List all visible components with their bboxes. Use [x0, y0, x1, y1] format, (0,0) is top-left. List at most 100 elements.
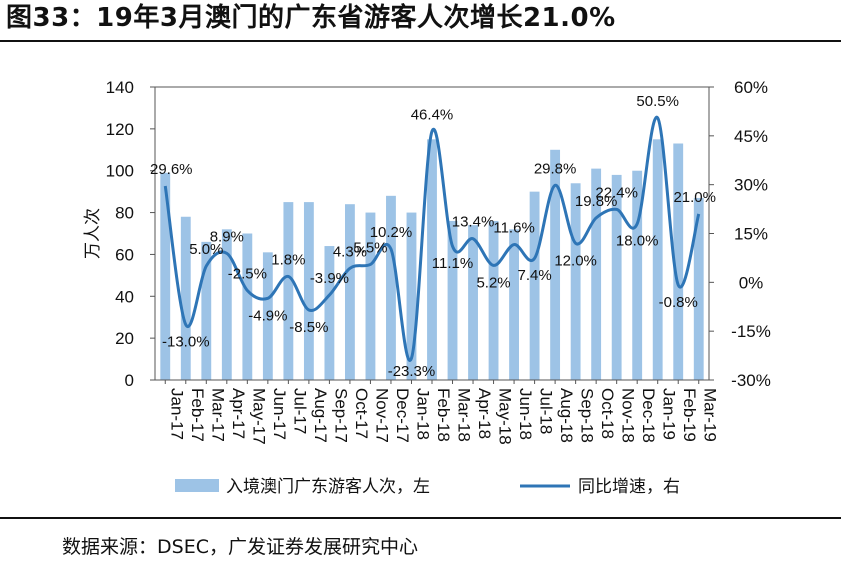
x-tick-label: Jul-18 [537, 388, 556, 434]
data-label-Nov-18: 22.4% [595, 184, 638, 201]
x-tick-label: Jul-17 [290, 388, 309, 434]
data-label-Jan-19: 50.5% [636, 93, 679, 110]
x-tick-label: May-18 [496, 388, 515, 445]
top-rule [0, 40, 841, 42]
x-tick-label: Jan-18 [413, 388, 432, 440]
right-tick-label: -15% [731, 322, 771, 341]
x-tick-label: Feb-18 [434, 388, 453, 442]
legend-bar-swatch [175, 479, 219, 492]
data-label-Jul-18: 7.4% [517, 267, 551, 284]
x-tick-label: Oct-18 [598, 388, 617, 439]
data-label-Jun-17: -4.9% [248, 307, 287, 324]
bar-Oct-17 [345, 204, 355, 380]
right-tick-label: -30% [731, 371, 771, 390]
left-tick-label: 140 [106, 78, 134, 97]
line-series [163, 116, 701, 362]
data-label-Dec-17: 10.2% [370, 224, 413, 241]
legend: 入境澳门广东游客人次，左 同比增速，右 [175, 477, 680, 497]
bar-Feb-18 [427, 139, 437, 380]
bar-Jul-18 [529, 191, 540, 380]
x-tick-label: May-17 [249, 388, 268, 445]
x-tick-label: Nov-18 [619, 388, 638, 443]
bar-series [160, 139, 704, 380]
data-label-Sep-17: -3.9% [310, 270, 349, 287]
data-label-Mar-19: 21.0% [673, 189, 716, 206]
data-label-Feb-17: -13.0% [162, 334, 210, 351]
source-note: 数据来源：DSEC，广发证券发展研究中心 [62, 536, 418, 558]
bar-Aug-18 [550, 149, 561, 380]
bar-Nov-18 [611, 174, 622, 380]
right-tick-label: 15% [734, 225, 768, 244]
legend-bar-label: 入境澳门广东游客人次，左 [226, 477, 430, 497]
growth-line [163, 116, 701, 362]
bar-Jul-17 [283, 202, 294, 380]
left-tick-label: 20 [115, 329, 134, 348]
x-tick-label: Jan-19 [660, 388, 679, 440]
data-label-Jul-17: 1.8% [271, 251, 305, 268]
x-tick-label: Mar-18 [455, 388, 474, 442]
x-tick-label: Dec-18 [639, 388, 658, 443]
bar-May-18 [488, 220, 499, 380]
x-tick-label: Aug-18 [557, 388, 576, 443]
bar-Jun-17 [262, 252, 273, 380]
data-label-Feb-18: 46.4% [411, 106, 454, 123]
data-label-Apr-18: 13.4% [452, 214, 495, 231]
bar-Jan-17 [160, 172, 171, 380]
bar-May-17 [242, 233, 253, 380]
bar-Oct-18 [591, 168, 602, 380]
x-tick-label: Apr-17 [229, 388, 248, 439]
bar-Sep-18 [570, 183, 581, 380]
data-label-Jan-17: 29.6% [150, 161, 193, 178]
data-label-Jun-18: 11.6% [493, 220, 534, 237]
bar-Jan-18 [406, 212, 417, 380]
data-label-Sep-18: 12.0% [554, 252, 597, 269]
bottom-rule [0, 517, 841, 519]
data-label-Jan-18: -23.3% [388, 363, 436, 380]
bar-Mar-19 [693, 197, 704, 380]
bar-Jan-19 [652, 139, 663, 380]
x-tick-label: Sep-18 [578, 388, 597, 443]
data-label-Aug-17: -8.5% [289, 319, 328, 336]
bar-Dec-17 [386, 195, 396, 380]
data-label-Nov-17: 5.5% [353, 239, 387, 256]
bar-Feb-19 [673, 143, 684, 380]
data-label-Apr-17: 8.9% [210, 228, 244, 245]
x-tick-label: Aug-17 [311, 388, 330, 443]
x-tick-label: Mar-17 [208, 388, 227, 442]
right-tick-label: 45% [734, 127, 768, 146]
x-tick-label: Dec-17 [393, 388, 412, 443]
bar-Jun-18 [509, 229, 519, 380]
x-tick-label: Sep-17 [331, 388, 350, 443]
bar-Sep-17 [324, 246, 335, 380]
legend-line-label: 同比增速，右 [578, 477, 680, 497]
right-tick-label: 0% [739, 273, 764, 292]
bar-Aug-17 [303, 202, 314, 380]
bar-Feb-17 [180, 216, 191, 380]
combo-chart: 0 20 40 60 80 100 120 140 -30% -15% 0% 15% 30% 45% 60%… [83, 78, 771, 497]
data-labels: 29.6% -13.0% 5.0%8.9% -2.5% -4.9% 1.8% -8.5% -3… [150, 93, 716, 380]
right-tick-label: 30% [734, 176, 768, 195]
x-tick-label: Jan-17 [167, 388, 186, 440]
left-axis-label: 万人次 [83, 208, 103, 259]
x-tick-label: Nov-17 [372, 388, 391, 443]
left-tick-label: 60 [115, 245, 134, 264]
bar-Apr-18 [468, 225, 478, 380]
left-tick-label: 120 [106, 120, 134, 139]
right-tick-label: 60% [734, 78, 768, 97]
bar-Mar-18 [447, 220, 458, 380]
x-tick-label: Jun-17 [270, 388, 289, 440]
data-label-Dec-18: 18.0% [616, 233, 659, 250]
bar-Dec-18 [632, 170, 643, 380]
data-label-Mar-17: 5.0% [189, 241, 223, 258]
left-tick-label: 100 [106, 162, 134, 181]
data-label-Oct-17: 4.3% [333, 243, 367, 260]
x-tick-label: Mar-19 [701, 388, 720, 442]
data-label-Feb-19: -0.8% [659, 294, 698, 311]
data-label-May-17: -2.5% [228, 265, 267, 282]
x-tick-label: Oct-17 [352, 388, 371, 439]
data-label-Aug-18: 29.8% [534, 160, 577, 177]
left-tick-label: 40 [115, 287, 134, 306]
bar-Mar-17 [201, 241, 212, 380]
axes: 0 20 40 60 80 100 120 140 -30% -15% 0% 15% 30% 45% 60%… [83, 78, 771, 445]
x-tick-label: Feb-17 [188, 388, 207, 442]
